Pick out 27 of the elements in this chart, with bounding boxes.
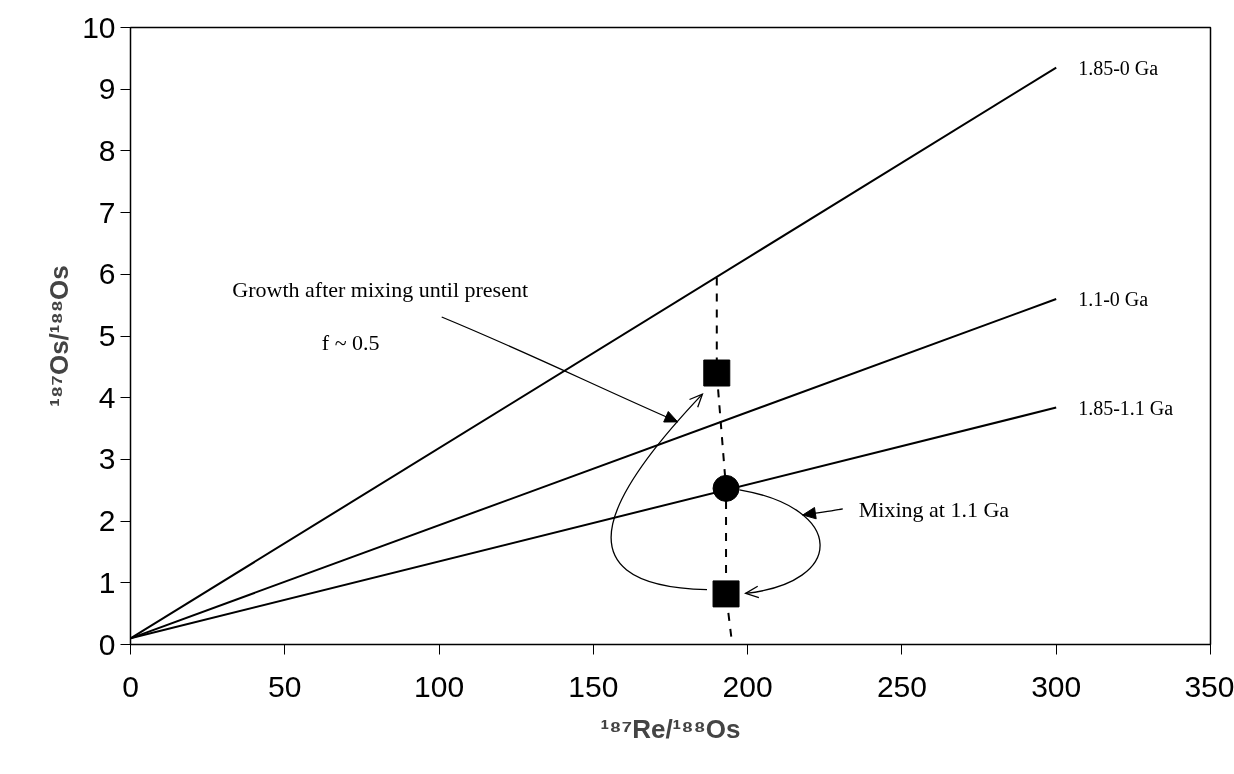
y-tick-label: 8 bbox=[98, 133, 116, 167]
y-tick-label: 1 bbox=[98, 565, 116, 599]
y-tick-label: 0 bbox=[98, 627, 116, 661]
x-tick-label: 50 bbox=[268, 669, 302, 703]
series-label: 1.1-0 Ga bbox=[1078, 287, 1149, 310]
x-tick-label: 200 bbox=[722, 669, 773, 703]
x-tick-label: 0 bbox=[122, 669, 139, 703]
series-label: 1.85-1.1 Ga bbox=[1078, 396, 1174, 419]
x-tick-label: 150 bbox=[568, 669, 619, 703]
y-tick-label: 2 bbox=[98, 504, 116, 538]
series-label: 1.85-0 Ga bbox=[1078, 56, 1159, 79]
x-axis-title: ¹⁸⁷Re/¹⁸⁸Os bbox=[600, 713, 741, 744]
y-tick-label: 7 bbox=[98, 195, 116, 229]
x-tick-label: 300 bbox=[1031, 669, 1082, 703]
y-tick-label: 10 bbox=[82, 10, 116, 44]
y-tick-label: 6 bbox=[98, 257, 116, 291]
x-tick-label: 100 bbox=[414, 669, 465, 703]
y-axis-title: ¹⁸⁷Os/¹⁸⁸Os bbox=[44, 265, 75, 407]
x-tick-label: 250 bbox=[876, 669, 927, 703]
x-tick-label: 350 bbox=[1184, 669, 1234, 703]
annotation: Growth after mixing until present bbox=[232, 277, 529, 303]
y-tick-label: 4 bbox=[98, 380, 116, 414]
annotation: Mixing at 1.1 Ga bbox=[858, 496, 1010, 522]
annotation: f ~ 0.5 bbox=[321, 329, 380, 355]
y-tick-label: 9 bbox=[98, 72, 116, 106]
y-tick-label: 5 bbox=[98, 319, 116, 352]
y-tick-label: 3 bbox=[98, 442, 116, 476]
